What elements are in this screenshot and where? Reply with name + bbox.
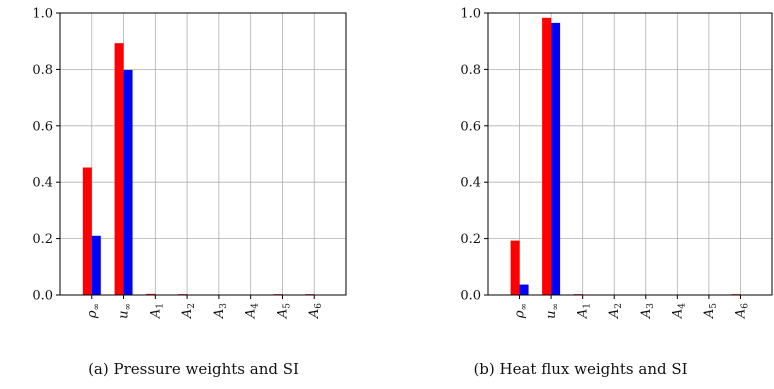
x-tick-label: A1	[148, 303, 165, 319]
category-base: ρ	[513, 310, 528, 319]
x-tick-label: ρ∞	[85, 303, 102, 319]
bar	[82, 167, 92, 295]
y-tick-label: 0.6	[460, 119, 481, 134]
category-label: u∞	[117, 303, 134, 319]
category-subscript: 5	[709, 303, 719, 309]
y-tick-label: 0.8	[460, 63, 481, 78]
category-base: A	[670, 309, 685, 319]
category-base: A	[212, 309, 227, 319]
category-label: A4	[670, 303, 687, 319]
y-tick-label: 0.4	[32, 176, 53, 191]
y-tick-label: 1.0	[460, 7, 481, 22]
bar	[114, 43, 124, 296]
y-tick-label: 0.0	[32, 289, 53, 304]
figure-a: 0.0 0.2 0.4 0.6 0.8 1.0 ρ∞ u∞ A1 A2 A3 A4 A5 A6 (a) P…	[32, 7, 347, 378]
category-subscript: 1	[155, 303, 165, 309]
category-label: A5	[702, 303, 719, 319]
y-tick-label: 0.8	[32, 63, 53, 78]
category-base: A	[275, 309, 290, 319]
x-tick-label: u∞	[544, 303, 561, 319]
category-subscript: 6	[314, 303, 324, 309]
bar	[551, 22, 561, 296]
category-subscript: ∞	[124, 303, 134, 311]
y-tick-label: 0.0	[460, 289, 481, 304]
x-tick-label: A5	[702, 303, 719, 319]
caption-b: (b) Heat flux weights and SI	[473, 360, 688, 378]
category-subscript: ∞	[551, 303, 561, 311]
x-tick-label: A6	[307, 303, 324, 319]
category-base: A	[733, 309, 748, 319]
category-label: A3	[212, 303, 229, 319]
category-label: ρ∞	[85, 303, 102, 319]
category-subscript: 1	[583, 303, 593, 309]
category-base: u	[544, 311, 559, 319]
x-tick-label: A2	[607, 303, 624, 319]
category-label: A1	[148, 303, 165, 319]
bar	[91, 235, 101, 295]
category-subscript: 2	[187, 303, 197, 309]
category-subscript: ∞	[92, 303, 102, 311]
category-base: A	[576, 309, 591, 319]
category-subscript: 5	[282, 303, 292, 309]
category-subscript: 3	[646, 303, 656, 309]
x-tick-label: ρ∞	[513, 303, 530, 319]
category-label: A5	[275, 303, 292, 319]
category-label: A6	[733, 303, 750, 319]
category-subscript: 2	[614, 303, 624, 309]
category-label: A4	[244, 303, 261, 319]
category-base: u	[117, 311, 132, 319]
category-base: A	[607, 309, 622, 319]
y-tick-label: 0.4	[460, 176, 481, 191]
category-subscript: ∞	[520, 303, 530, 311]
category-label: u∞	[544, 303, 561, 319]
axes-frame	[59, 12, 347, 296]
bar	[510, 240, 520, 295]
category-base: A	[244, 309, 259, 319]
category-label: A2	[180, 303, 197, 319]
x-tick-label: u∞	[117, 303, 134, 319]
axes-frame	[487, 12, 773, 296]
bar	[519, 284, 529, 295]
bar	[123, 69, 133, 296]
category-base: ρ	[85, 310, 100, 319]
category-base: A	[148, 309, 163, 319]
category-label: A6	[307, 303, 324, 319]
category-subscript: 3	[219, 303, 229, 309]
y-tick-label: 0.6	[32, 119, 53, 134]
category-label: ρ∞	[513, 303, 530, 319]
x-tick-label: A5	[275, 303, 292, 319]
category-label: A1	[576, 303, 593, 319]
category-base: A	[702, 309, 717, 319]
y-tick-label: 0.2	[460, 232, 481, 247]
category-subscript: 6	[740, 303, 750, 309]
category-subscript: 4	[677, 303, 687, 309]
category-label: A2	[607, 303, 624, 319]
y-tick-label: 0.2	[32, 232, 53, 247]
x-tick-label: A2	[180, 303, 197, 319]
x-tick-label: A4	[670, 303, 687, 319]
category-base: A	[307, 309, 322, 319]
caption-a: (a) Pressure weights and SI	[88, 360, 299, 378]
category-label: A3	[639, 303, 656, 319]
x-tick-label: A6	[733, 303, 750, 319]
category-base: A	[639, 309, 654, 319]
category-subscript: 4	[251, 303, 261, 309]
bar	[146, 293, 156, 295]
bar	[542, 17, 552, 295]
y-tick-label: 1.0	[32, 7, 53, 22]
x-tick-label: A4	[244, 303, 261, 319]
x-tick-label: A1	[576, 303, 593, 319]
category-base: A	[180, 309, 195, 319]
x-tick-label: A3	[212, 303, 229, 319]
x-tick-label: A3	[639, 303, 656, 319]
figure-b: 0.0 0.2 0.4 0.6 0.8 1.0 ρ∞ u∞ A1 A2 A3 A4 A5 A6 (b) H…	[387, 0, 774, 389]
